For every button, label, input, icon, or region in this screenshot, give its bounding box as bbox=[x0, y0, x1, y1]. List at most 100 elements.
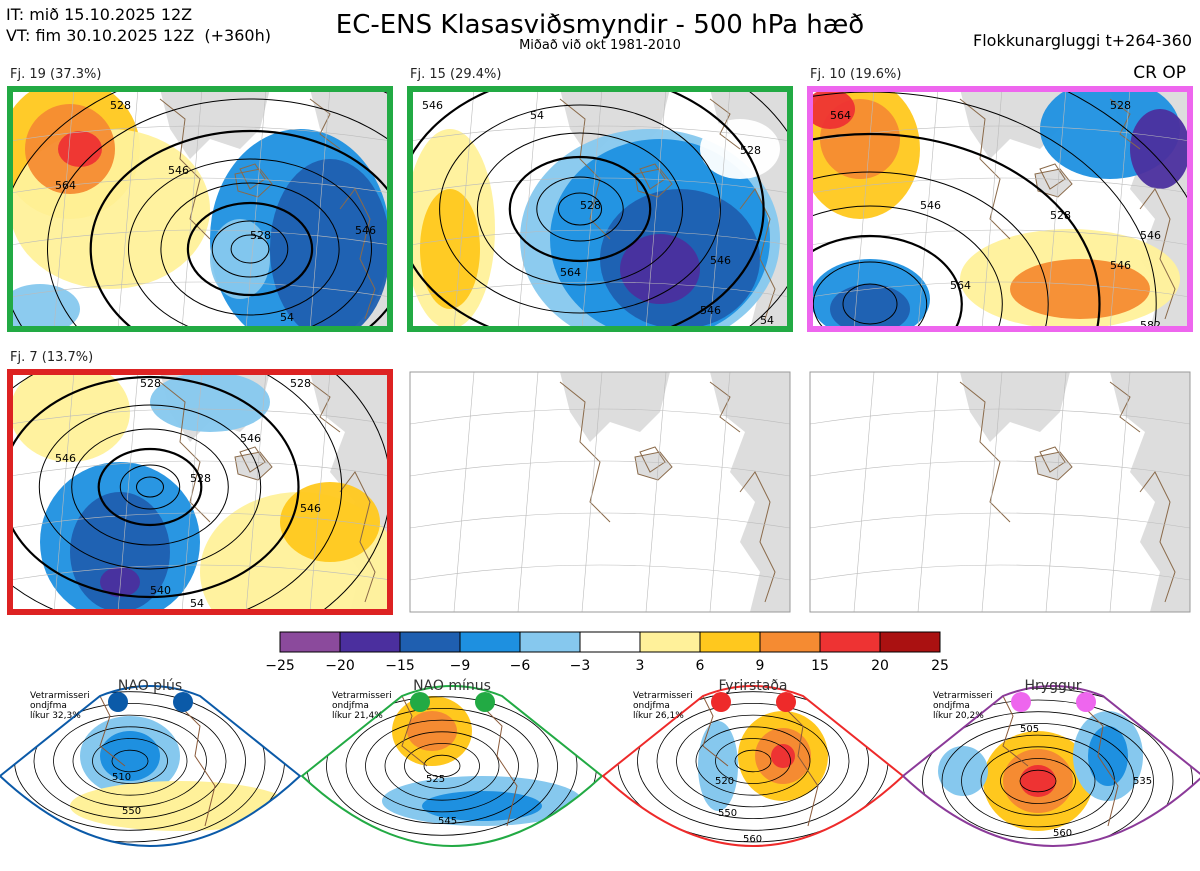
regime-anomaly-3 bbox=[1020, 765, 1056, 797]
map-panel-2: 546 528 564 546 528 546 54 54 bbox=[407, 86, 793, 332]
latitude-line-3 bbox=[810, 229, 1190, 246]
coastline-4 bbox=[709, 98, 741, 150]
regime-contour-3 bbox=[695, 726, 811, 796]
contour-label-1: 528 bbox=[110, 99, 131, 112]
longitude-line-1 bbox=[53, 89, 75, 329]
regime-contour-1 bbox=[1019, 769, 1057, 793]
height-contour-2 bbox=[536, 176, 624, 242]
height-contour-6 bbox=[10, 375, 300, 599]
latitude-line-4 bbox=[810, 564, 1190, 581]
longitude-line-2 bbox=[517, 372, 539, 612]
regime-note-season: Vetrarmisseri bbox=[30, 691, 90, 701]
contour-label-8: 582 bbox=[1140, 319, 1161, 332]
regime-note-months: ondjfma bbox=[933, 701, 970, 711]
latitude-line-3 bbox=[810, 512, 1190, 529]
run-info: IT: mið 15.10.2025 12Z VT: fim 30.10.2025… bbox=[6, 4, 271, 46]
regime-marker-left bbox=[410, 692, 430, 712]
regime-contour-4 bbox=[676, 714, 830, 808]
regime-coastline bbox=[697, 686, 819, 827]
init-time: IT: mið 15.10.2025 12Z bbox=[6, 5, 193, 24]
regime-contour-6 bbox=[326, 696, 558, 836]
regime-contour-label-2: 550 bbox=[718, 808, 737, 819]
iceland-coast bbox=[634, 168, 673, 198]
colorbar-tick-12: 25 bbox=[931, 658, 949, 674]
crop-label: CR OP bbox=[1133, 63, 1186, 83]
height-contour-2 bbox=[211, 220, 289, 278]
latitude-line-1 bbox=[10, 125, 390, 142]
longitude-line-3 bbox=[581, 89, 603, 329]
latitude-line-2 bbox=[810, 177, 1190, 194]
latitude-line-4 bbox=[410, 564, 790, 581]
longitude-line-1 bbox=[853, 89, 875, 329]
longitude-line-4 bbox=[245, 372, 267, 612]
longitude-line-3 bbox=[581, 372, 603, 612]
latitude-line-3 bbox=[10, 512, 390, 529]
longitude-line-3 bbox=[181, 372, 203, 612]
longitude-line-2 bbox=[117, 372, 139, 612]
regime-note-probability: líkur 20,2% bbox=[933, 711, 984, 721]
regime-marker-right bbox=[475, 692, 495, 712]
colorbar-swatch-5 bbox=[519, 631, 581, 653]
panel-border bbox=[807, 86, 1193, 332]
map-panel-4: 528 528 546 528 546 546 540 54 bbox=[7, 369, 393, 615]
panel-label-3: Fj. 10 (19.6%) bbox=[810, 67, 902, 82]
panel-border bbox=[809, 371, 1191, 613]
regime-panel-1: 510 550 NAO plús Vetrarmisseriondjfmalíkur … bbox=[0, 678, 302, 847]
latitude-line-1 bbox=[410, 408, 790, 425]
anomaly-area-5 bbox=[1130, 109, 1190, 189]
colorbar-tick-11: 20 bbox=[871, 658, 889, 674]
colorbar-tick-9: 9 bbox=[756, 658, 765, 674]
longitude-line-5 bbox=[1109, 372, 1131, 612]
coastline-4 bbox=[709, 381, 741, 433]
anomaly-area-4 bbox=[100, 567, 140, 597]
colorbar-tick-1: −25 bbox=[265, 658, 295, 674]
map-panel-5 bbox=[409, 371, 791, 613]
page-subtitle: Miðað við okt 1981-2010 bbox=[519, 38, 681, 53]
regime-name: Hryggur bbox=[1025, 678, 1082, 694]
coastline-1 bbox=[559, 98, 611, 240]
anomaly-area-9 bbox=[1010, 259, 1150, 319]
longitude-line-3 bbox=[181, 89, 203, 329]
colorbar-swatch-6 bbox=[579, 631, 641, 653]
latitude-line-2 bbox=[810, 460, 1190, 477]
height-contour-4 bbox=[71, 428, 229, 546]
regime-name: Fyrirstaða bbox=[719, 678, 788, 694]
height-contour-6 bbox=[810, 132, 1101, 329]
colorbar-swatch-1 bbox=[279, 631, 341, 653]
colorbar-swatch-11 bbox=[879, 631, 941, 653]
longitude-line-2 bbox=[517, 89, 539, 329]
longitude-line-4 bbox=[645, 372, 667, 612]
height-contour-1 bbox=[230, 234, 270, 264]
latitude-line-4 bbox=[10, 564, 390, 581]
coastline-2 bbox=[1039, 163, 1066, 190]
regime-marker-left bbox=[711, 692, 731, 712]
latitude-line-4 bbox=[810, 281, 1190, 298]
anomaly-area-7 bbox=[10, 284, 80, 329]
map-panel-1: 528 564 546 528 546 54 bbox=[7, 86, 393, 332]
height-contour-2 bbox=[119, 464, 181, 510]
regime-contour-label-3: 560 bbox=[743, 834, 762, 845]
regime-panel-4: 505 535 560 Hryggur Vetrarmisseriondjfmalíku… bbox=[901, 678, 1200, 847]
height-contour-4 bbox=[160, 182, 340, 316]
longitude-line-5 bbox=[709, 372, 731, 612]
contour-label-1: 546 bbox=[422, 99, 443, 112]
coastline-3 bbox=[739, 471, 776, 603]
iceland-coast bbox=[634, 451, 673, 481]
regime-contour-4 bbox=[365, 719, 519, 813]
contour-label-5: 546 bbox=[1140, 229, 1161, 242]
coastline-3 bbox=[339, 188, 376, 320]
colorbar: −25 −20 −15 −9 −6 −3 3 6 9 15 20 25 bbox=[265, 631, 949, 674]
page-title: EC-ENS Klasasviðsmyndir - 500 hPa hæð bbox=[335, 10, 865, 40]
longitude-line-4 bbox=[1045, 372, 1067, 612]
colorbar-tick-4: −9 bbox=[450, 658, 471, 674]
map-panel-6 bbox=[809, 371, 1191, 613]
contour-label-6: 546 bbox=[1110, 259, 1131, 272]
contour-label-2: 528 bbox=[1110, 99, 1131, 112]
regime-anomaly-4 bbox=[422, 791, 542, 821]
longitude-line-3 bbox=[981, 89, 1003, 329]
contour-label-3: 564 bbox=[560, 266, 581, 279]
contour-label-1: 528 bbox=[140, 377, 161, 390]
contour-label-6: 54 bbox=[280, 311, 294, 324]
regime-contour-1 bbox=[734, 749, 772, 773]
coastline-2 bbox=[239, 163, 266, 190]
